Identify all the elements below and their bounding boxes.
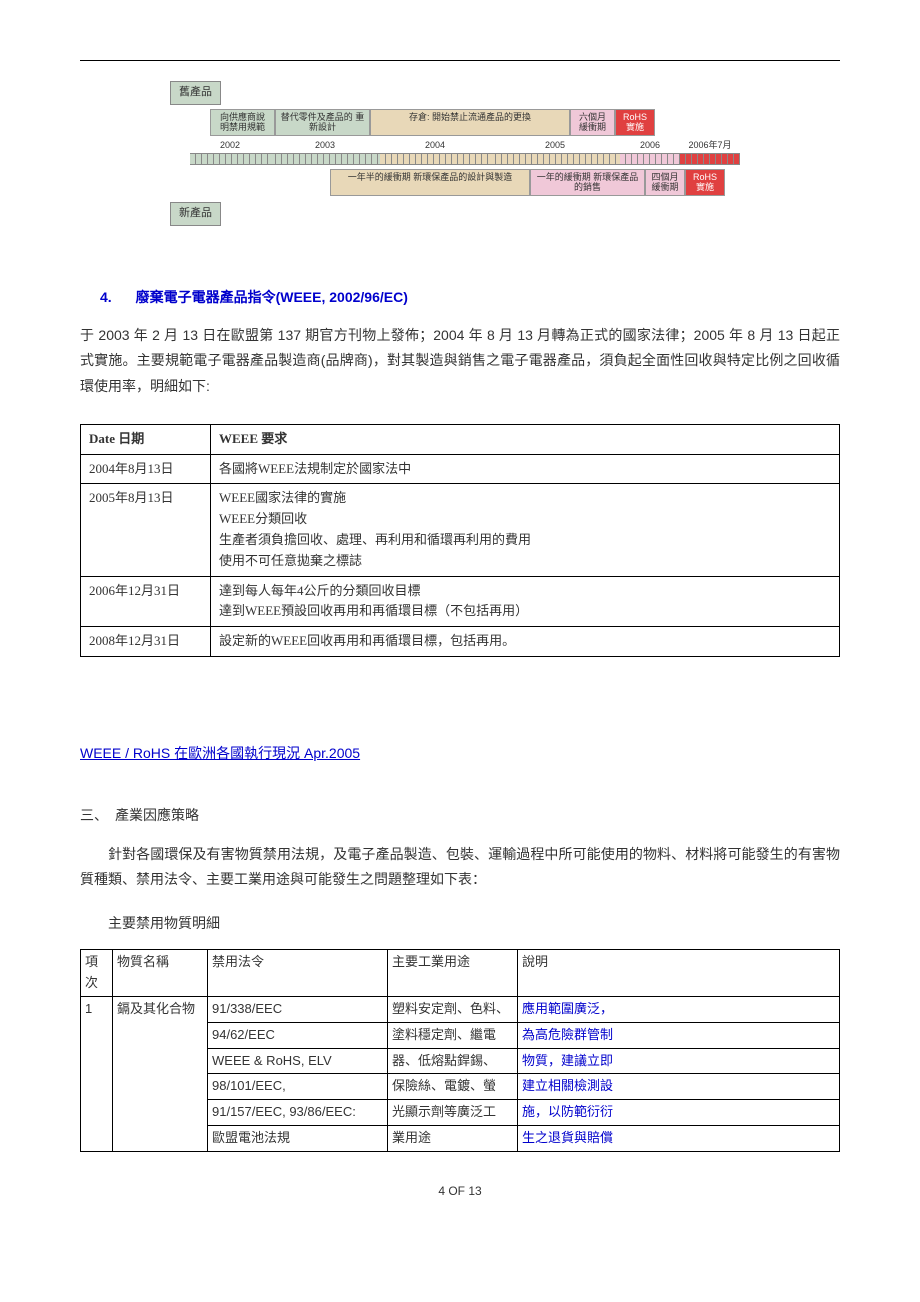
weee-requirements-table: Date 日期WEEE 要求 2004年8月13日各國將WEEE法規制定於國家法… <box>80 424 840 657</box>
timeline-phase: 替代零件及產品的 重新設計 <box>275 109 370 137</box>
timeline-tick-segment <box>190 153 270 165</box>
table-cell: 91/338/EEC <box>208 997 388 1023</box>
timeline-tick-segment <box>680 153 740 165</box>
table-header: 禁用法令 <box>208 950 388 997</box>
table-cell: 業用途 <box>388 1126 518 1152</box>
materials-subtitle: 主要禁用物質明細 <box>80 912 840 934</box>
table-header: Date 日期 <box>81 424 211 454</box>
timeline-year: 2006 <box>620 138 680 152</box>
section-3-label: 三、 產業因應策略 <box>80 804 840 826</box>
timeline-year: 2003 <box>270 138 380 152</box>
table-cell: 為高危險群管制 <box>518 1022 840 1048</box>
table-cell: 94/62/EEC <box>208 1022 388 1048</box>
table-cell: WEEE & RoHS, ELV <box>208 1048 388 1074</box>
tick-row <box>190 153 750 165</box>
bottom-phase-row: 一年半的緩衝期 新環保產品的設計與製造一年的緩衝期 新環保產品的銷售四個月 緩衝… <box>330 169 750 197</box>
table-cell: 2004年8月13日 <box>81 454 211 484</box>
table-row: 2008年12月31日設定新的WEEE回收再用和再循環目標，包括再用。 <box>81 627 840 657</box>
timeline-phase: 向供應商說 明禁用規範 <box>210 109 275 137</box>
old-product-label: 舊產品 <box>170 81 221 105</box>
table-row: 2005年8月13日WEEE國家法律的實施WEEE分類回收生產者須負擔回收、處理… <box>81 484 840 576</box>
table-cell: 塗料穩定劑、繼電 <box>388 1022 518 1048</box>
section-4-heading: 4. 廢棄電子電器產品指令(WEEE, 2002/96/EC) <box>80 286 840 308</box>
table-cell: 歐盟電池法規 <box>208 1126 388 1152</box>
section-num: 4. <box>100 289 112 305</box>
table-cell: 98/101/EEC, <box>208 1074 388 1100</box>
table-cell: 設定新的WEEE回收再用和再循環目標，包括再用。 <box>211 627 840 657</box>
table-row: 2006年12月31日達到每人每年4公斤的分類回收目標達到WEEE預設回收再用和… <box>81 576 840 627</box>
timeline-year: 2002 <box>190 138 270 152</box>
table-cell: 保險絲、電鍍、螢 <box>388 1074 518 1100</box>
table-cell: 生之退貨與賠償 <box>518 1126 840 1152</box>
timeline-year: 2005 <box>490 138 620 152</box>
table-header: 主要工業用途 <box>388 950 518 997</box>
table-cell: 施，以防範衍衍 <box>518 1100 840 1126</box>
timeline-tick-segment <box>490 153 620 165</box>
timeline-phase: 四個月 緩衝期 <box>645 169 685 197</box>
table-cell: 建立相關檢測設 <box>518 1074 840 1100</box>
weee-rohs-link[interactable]: WEEE / RoHS 在歐洲各國執行現況 Apr.2005 <box>80 742 360 764</box>
table-cell: 器、低熔點銲錫、 <box>388 1048 518 1074</box>
table-cell: 達到每人每年4公斤的分類回收目標達到WEEE預設回收再用和再循環目標（不包括再用… <box>211 576 840 627</box>
table-header: WEEE 要求 <box>211 424 840 454</box>
table-cell: 91/157/EEC, 93/86/EEC: <box>208 1100 388 1126</box>
timeline-year: 2004 <box>380 138 490 152</box>
page-footer: 4 OF 13 <box>80 1182 840 1201</box>
table-header: 項次 <box>81 950 113 997</box>
timeline-phase: RoHS 實施 <box>685 169 725 197</box>
section-title: 廢棄電子電器產品指令(WEEE, 2002/96/EC) <box>136 289 408 305</box>
table-cell: 2005年8月13日 <box>81 484 211 576</box>
table-cell: 鎘及其化合物 <box>113 997 208 1152</box>
materials-table: 項次物質名稱禁用法令主要工業用途說明 1鎘及其化合物91/338/EEC塑料安定… <box>80 949 840 1151</box>
timeline-year: 2006年7月 <box>680 138 740 152</box>
section-3-paragraph: 針對各國環保及有害物質禁用法規，及電子產品製造、包裝、運輸過程中所可能使用的物料… <box>80 842 840 892</box>
timeline-phase: 存倉: 開始禁止流通產品的更換 <box>370 109 570 137</box>
table-cell: 各國將WEEE法規制定於國家法中 <box>211 454 840 484</box>
table-row: 2004年8月13日各國將WEEE法規制定於國家法中 <box>81 454 840 484</box>
table-cell: 應用範圍廣泛， <box>518 997 840 1023</box>
timeline-phase: RoHS 實施 <box>615 109 655 137</box>
table-cell: 光顯示劑等廣泛工 <box>388 1100 518 1126</box>
table-cell: 1 <box>81 997 113 1152</box>
timeline-tick-segment <box>620 153 680 165</box>
timeline-diagram: 舊產品 向供應商說 明禁用規範替代零件及產品的 重新設計存倉: 開始禁止流通產品… <box>170 81 750 226</box>
timeline-phase: 一年的緩衝期 新環保產品的銷售 <box>530 169 645 197</box>
table-header: 物質名稱 <box>113 950 208 997</box>
top-phase-row: 向供應商說 明禁用規範替代零件及產品的 重新設計存倉: 開始禁止流通產品的更換六… <box>210 109 750 137</box>
timeline-tick-segment <box>270 153 380 165</box>
timeline-phase: 一年半的緩衝期 新環保產品的設計與製造 <box>330 169 530 197</box>
table-cell: WEEE國家法律的實施WEEE分類回收生產者須負擔回收、處理、再利用和循環再利用… <box>211 484 840 576</box>
year-row: 200220032004200520062006年7月 <box>190 138 750 152</box>
table-cell: 塑料安定劑、色料、 <box>388 997 518 1023</box>
table-header: 說明 <box>518 950 840 997</box>
new-product-label: 新產品 <box>170 202 221 226</box>
intro-paragraph: 于 2003 年 2 月 13 日在歐盟第 137 期官方刊物上發佈；2004 … <box>80 323 840 399</box>
table-cell: 2006年12月31日 <box>81 576 211 627</box>
timeline-tick-segment <box>380 153 490 165</box>
table-cell: 物質，建議立即 <box>518 1048 840 1074</box>
table-cell: 2008年12月31日 <box>81 627 211 657</box>
page-top-rule <box>80 60 840 61</box>
timeline-phase: 六個月 緩衝期 <box>570 109 615 137</box>
table-row: 1鎘及其化合物91/338/EEC塑料安定劑、色料、應用範圍廣泛， <box>81 997 840 1023</box>
